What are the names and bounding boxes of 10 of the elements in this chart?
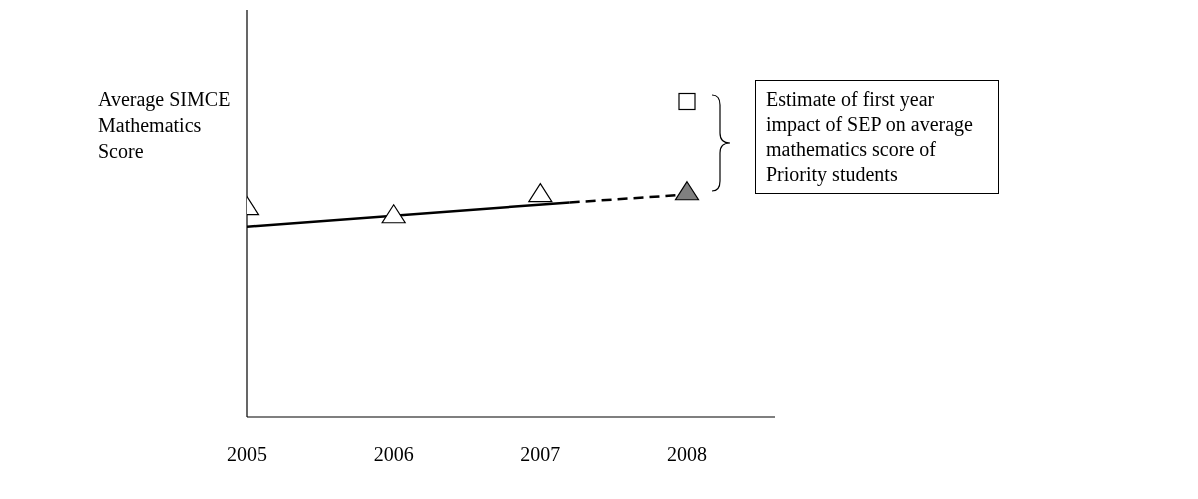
x-tick-label: 2007: [520, 443, 561, 466]
point: [528, 183, 553, 203]
annotation: Estimate of first year impact of SEP on average mathematics score of Priority students: [755, 80, 999, 194]
point: [678, 92, 696, 111]
point: [674, 181, 700, 201]
y-axis-title: Average SIMCE Mathematics Score: [98, 87, 232, 164]
x-tick-label: 2005: [227, 443, 267, 466]
x-tick-label: 2008: [667, 443, 707, 466]
point: [381, 204, 406, 224]
x-tick-label: 2006: [373, 443, 414, 466]
